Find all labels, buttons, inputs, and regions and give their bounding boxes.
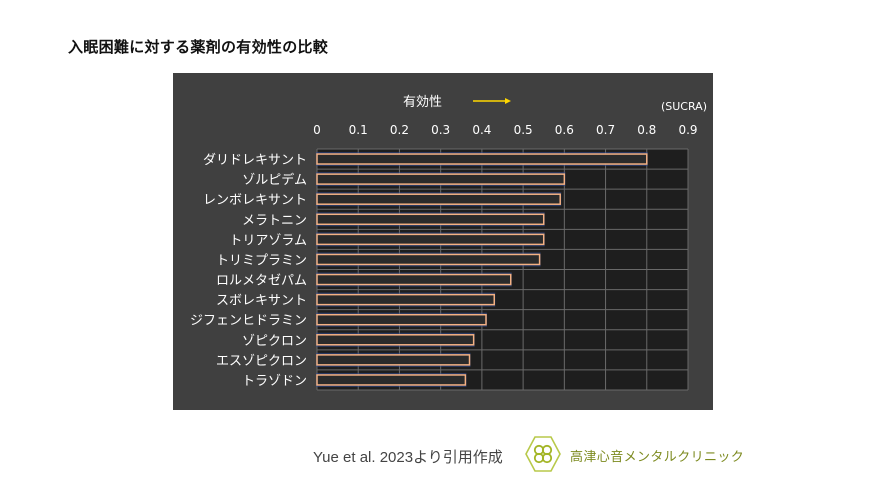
x-tick-label: 0.3 bbox=[431, 123, 450, 137]
x-tick-label: 0.7 bbox=[596, 123, 615, 137]
bar bbox=[316, 273, 512, 286]
page-title: 入眠困難に対する薬剤の有効性の比較 bbox=[68, 38, 329, 56]
x-tick-label: 0.9 bbox=[678, 123, 697, 137]
efficacy-bar-chart: 有効性 (SUCRA) 0 0.1 0.2 0.3 0.4 0.5 0.6 0.7 0.8 0.9… bbox=[190, 95, 707, 391]
x-tick-label: 0.2 bbox=[390, 123, 409, 137]
bar bbox=[316, 253, 541, 266]
category-label: エスゾピクロン bbox=[216, 354, 307, 369]
bar bbox=[316, 374, 467, 386]
bar bbox=[316, 233, 545, 246]
x-tick-label: 0 bbox=[313, 123, 321, 137]
bar bbox=[316, 293, 496, 306]
bar bbox=[316, 313, 487, 326]
bar bbox=[316, 354, 471, 366]
chart-panel: 有効性 (SUCRA) 0 0.1 0.2 0.3 0.4 0.5 0.6 0.7 0.8 0.9… bbox=[173, 73, 713, 410]
category-label: スボレキサント bbox=[216, 294, 307, 309]
category-label: ゾピクロン bbox=[242, 334, 307, 349]
x-tick-label: 0.5 bbox=[514, 123, 533, 137]
clinic-clover-icon bbox=[525, 436, 561, 472]
category-label: ロルメタゼパム bbox=[216, 274, 307, 289]
category-label: トラゾドン bbox=[242, 374, 307, 389]
citation-text: Yue et al. 2023より引用作成 bbox=[313, 449, 503, 466]
category-label: ジフェンヒドラミン bbox=[190, 314, 307, 329]
x-tick-label: 0.1 bbox=[349, 123, 368, 137]
category-label: ゾルピデム bbox=[242, 172, 307, 188]
bar bbox=[316, 153, 648, 165]
bar bbox=[316, 173, 566, 185]
category-label: トリミプラミン bbox=[216, 253, 307, 268]
plot-area: 0 0.1 0.2 0.3 0.4 0.5 0.6 0.7 0.8 0.9 ダリドレキサントゾルピデ… bbox=[190, 123, 698, 391]
category-label: ダリドレキサント bbox=[203, 153, 307, 168]
unit-label: (SUCRA) bbox=[661, 100, 707, 113]
x-tick-label: 0.4 bbox=[472, 123, 491, 137]
bar bbox=[316, 193, 561, 205]
bar bbox=[316, 334, 475, 346]
right-arrow-icon bbox=[473, 98, 511, 104]
category-label: レンボレキサント bbox=[203, 193, 307, 208]
axis-heading: 有効性 bbox=[403, 95, 442, 110]
x-tick-label: 0.8 bbox=[637, 123, 656, 137]
category-label: メラトニン bbox=[242, 213, 307, 228]
x-tick-label: 0.6 bbox=[555, 123, 574, 137]
category-label: トリアゾラム bbox=[229, 233, 307, 248]
clinic-name: 高津心音メンタルクリニック bbox=[570, 450, 745, 465]
bar bbox=[316, 213, 545, 226]
